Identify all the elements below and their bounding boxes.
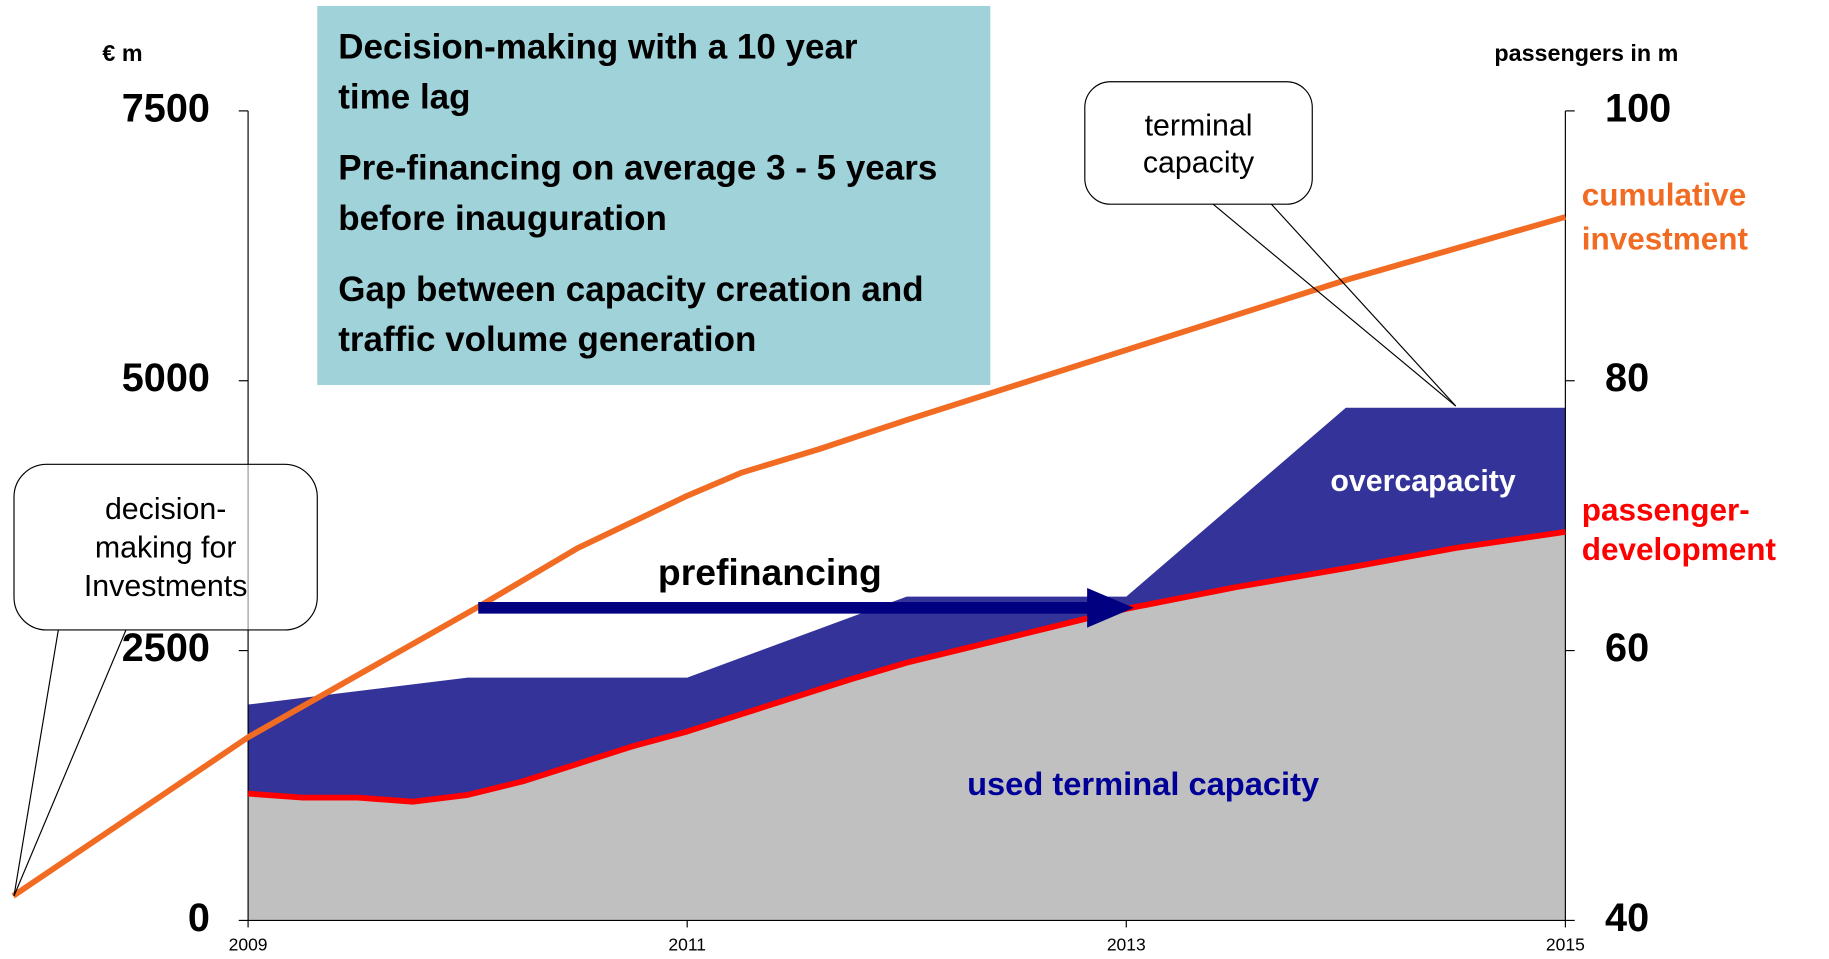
series-label: passenger-development — [1581, 492, 1776, 567]
y2-tick-label: 80 — [1605, 356, 1649, 400]
info-line: Gap between capacity creation and traffi… — [338, 270, 924, 360]
info-box — [317, 5, 991, 386]
prefinancing-label: prefinancing — [658, 551, 882, 593]
x-tick-label: 2015 — [1546, 935, 1585, 955]
used-area — [248, 531, 1566, 921]
callout-pointer — [13, 629, 127, 897]
callout-pointer — [13, 629, 59, 897]
y-tick-label: 0 — [188, 896, 210, 940]
y-tick-label: 7500 — [122, 86, 210, 130]
label-box: passenger-development — [1581, 492, 1776, 567]
decision-callout: decision-making for Investments — [83, 490, 248, 603]
x-tick-label: 2013 — [1107, 935, 1146, 955]
y-tick-label: 5000 — [122, 356, 210, 400]
y2-tick-label: 40 — [1605, 896, 1649, 940]
area-label: overcapacity — [1330, 465, 1515, 498]
y2-axis-title: passengers in m — [1494, 40, 1678, 66]
callout-text: decision-making for Investments — [83, 490, 248, 603]
axes: 0 2500 5000 7500 40 60 80 100 2009 2011 2013 2015 — [122, 86, 1671, 954]
y-axis-title: € m — [102, 40, 142, 66]
callout-box — [13, 463, 318, 631]
info-box-text: Decision-making with a 10 year time lag … — [338, 28, 938, 360]
line — [247, 528, 1566, 805]
line — [11, 214, 1567, 899]
callout-text: terminal capacity — [1142, 106, 1255, 180]
y2-tick-label: 60 — [1605, 626, 1649, 670]
area-label: used terminal capacity — [967, 765, 1319, 802]
info-line: Pre-financing on average 3 - 5 years bef… — [338, 149, 938, 239]
callout-pointer — [1212, 203, 1457, 407]
callout-box — [1084, 81, 1313, 205]
info-line: Decision-making with a 10 year time lag — [338, 28, 858, 117]
x-tick-label: 2011 — [668, 935, 706, 955]
callout-pointer — [1271, 203, 1457, 407]
y2-tick-label: 100 — [1605, 86, 1671, 130]
label-box: cumulative investment — [1581, 177, 1748, 257]
y-tick-label: 2500 — [122, 626, 210, 670]
x-tick-label: 2009 — [229, 935, 268, 955]
arrow-head — [1087, 587, 1134, 628]
terminal-callout: terminal capacity — [1142, 106, 1255, 180]
series-label: cumulative investment — [1581, 177, 1748, 257]
lines — [11, 214, 1567, 899]
